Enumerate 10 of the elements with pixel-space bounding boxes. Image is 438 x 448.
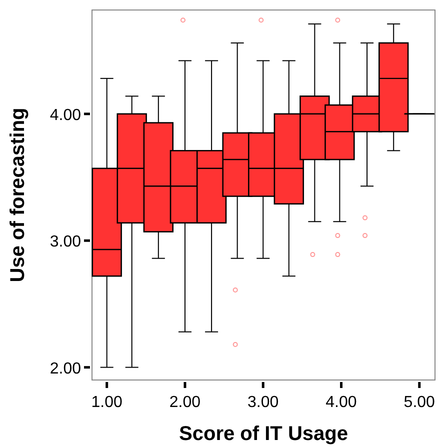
x-tick-label: 1.00	[91, 394, 123, 411]
x-tick-label: 5.00	[404, 394, 436, 411]
y-axis-title: Use of forecasting	[7, 108, 29, 282]
x-tick-label: 4.00	[326, 394, 357, 411]
y-tick-label: 3.00	[50, 234, 82, 251]
x-tick-label: 3.00	[248, 394, 279, 411]
y-tick-label: 2.00	[50, 360, 82, 378]
x-tick-label: 2.00	[169, 394, 201, 411]
y-tick-label: 4.00	[50, 106, 82, 124]
x-axis-title: Score of IT Usage	[179, 423, 348, 445]
